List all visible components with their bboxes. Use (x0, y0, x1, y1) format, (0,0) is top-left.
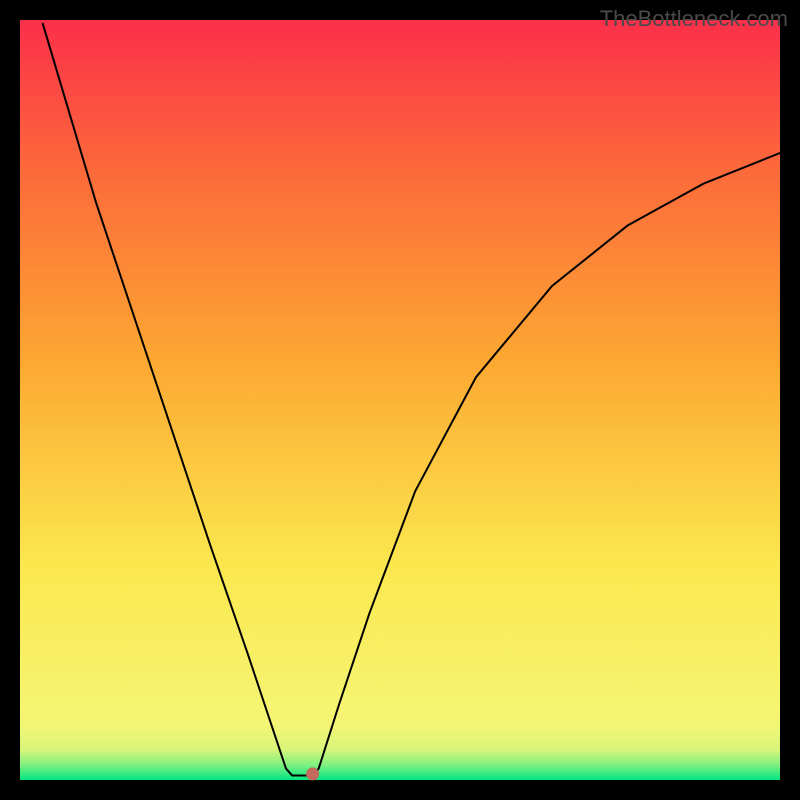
chart-background (20, 20, 780, 780)
bottleneck-chart: TheBottleneck.com (0, 0, 800, 800)
optimal-marker (306, 767, 319, 780)
chart-canvas (0, 0, 800, 800)
